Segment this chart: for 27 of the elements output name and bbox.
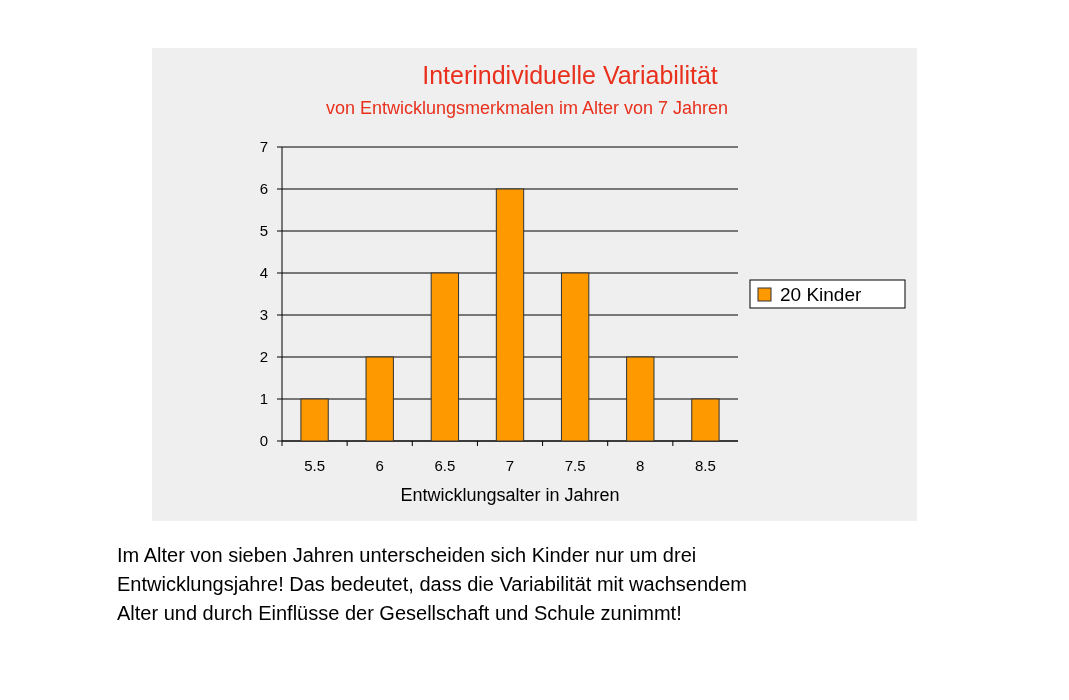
x-tick-label: 7.5 xyxy=(564,457,586,474)
y-tick-label: 1 xyxy=(259,390,268,408)
x-tick-label: 6.5 xyxy=(434,457,456,474)
bar xyxy=(495,188,525,442)
x-tick-label: 8.5 xyxy=(695,457,716,474)
y-tick-label: 6 xyxy=(259,180,268,198)
y-tick-label: 4 xyxy=(259,264,268,282)
chart-title: Interindividuelle Variabilität xyxy=(422,61,718,89)
x-tick-label: 8 xyxy=(636,457,645,474)
x-tick-label: 5.5 xyxy=(304,457,325,474)
bar xyxy=(626,356,655,442)
bar xyxy=(560,272,590,442)
x-tick-label: 6 xyxy=(375,457,384,474)
x-tick-label: 7 xyxy=(505,457,515,474)
y-tick-label: 0 xyxy=(259,432,268,450)
y-tick-label: 7 xyxy=(259,138,268,156)
text: Im Alter von sieben Jahren unterscheiden sich Kinder nur um drei Entwicklungsjahre! Das bedeutet, dass die Variabilität mit wachsendem Alter und durch Einflüsse der Gesellschaft und Schule zunimmt! xyxy=(117,544,747,624)
x-axis-title: Entwicklungsalter in Jahren xyxy=(400,485,620,505)
bar xyxy=(365,356,394,442)
y-tick-label: 3 xyxy=(259,306,268,324)
chart-subtitle: von Entwicklungsmerkmalen im Alter von 7 Jahren xyxy=(325,98,729,118)
legend-label: 20 Kinder xyxy=(780,283,863,305)
y-tick-label: 5 xyxy=(259,222,268,240)
y-tick-label: 2 xyxy=(259,348,268,366)
bar xyxy=(300,398,329,442)
bar xyxy=(691,398,720,442)
bar xyxy=(430,272,460,442)
